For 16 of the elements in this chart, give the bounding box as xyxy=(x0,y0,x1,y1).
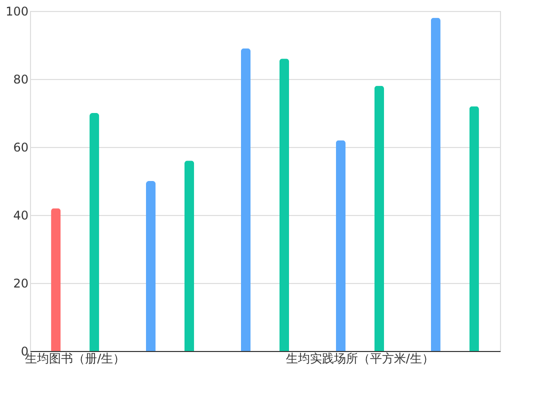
bar xyxy=(146,181,156,351)
bar xyxy=(279,58,290,351)
bar xyxy=(430,18,440,351)
y-tick-label: 100 xyxy=(6,4,28,18)
y-tick-label: 60 xyxy=(13,140,28,154)
bar xyxy=(240,48,251,351)
y-tick-label: 40 xyxy=(13,208,28,222)
y-tick-label: 80 xyxy=(13,72,28,86)
bar xyxy=(336,140,346,351)
bar xyxy=(51,208,61,351)
bar xyxy=(469,106,479,351)
bar xyxy=(184,160,194,351)
bar xyxy=(90,113,100,351)
y-tick-label: 20 xyxy=(13,276,28,290)
bar xyxy=(374,86,384,351)
x-tick-label: 生均实践场所（平方米/生） xyxy=(286,352,434,366)
